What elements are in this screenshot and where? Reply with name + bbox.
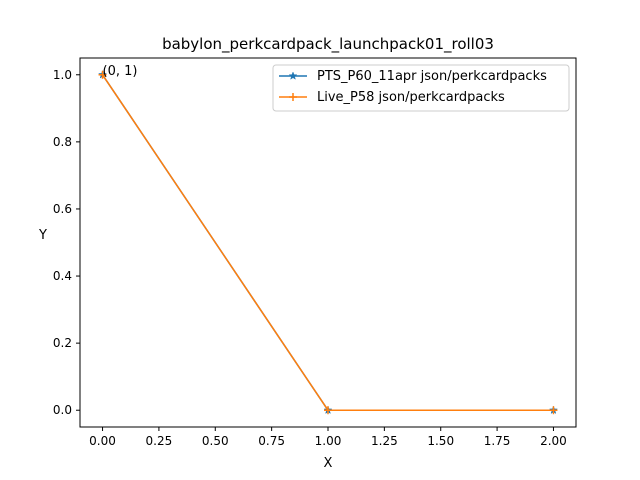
legend-entry: Live_P58 json/perkcardpacks <box>279 90 505 105</box>
chart-title: babylon_perkcardpack_launchpack01_roll03 <box>162 35 494 54</box>
series-2 <box>98 70 558 415</box>
data-point <box>98 70 107 79</box>
y-axis-ticks: 0.0 0.2 0.4 0.6 0.8 1.0 <box>53 68 80 417</box>
annotations: (0, 1) <box>103 64 138 79</box>
x-tick-label: 1.25 <box>371 434 398 448</box>
legend-label: PTS_P60_11apr json/perkcardpacks <box>317 69 547 84</box>
legend: PTS_P60_11apr json/perkcardpacks Live_P58… <box>272 64 570 112</box>
data-point <box>549 406 558 415</box>
x-tick-label: 1.75 <box>484 434 511 448</box>
x-tick-label: 0.75 <box>258 434 285 448</box>
plot-frame <box>79 57 577 428</box>
y-tick-label: 0.2 <box>53 336 72 350</box>
y-axis-label: Y <box>38 228 47 243</box>
y-tick-label: 0.6 <box>53 202 72 216</box>
legend-box <box>272 64 570 112</box>
plot-series <box>98 70 558 415</box>
point-annotation: (0, 1) <box>103 64 138 79</box>
x-axis-ticks: 0.00 0.25 0.50 0.75 1.00 1.25 1.50 1.75 2.00 <box>89 427 567 448</box>
y-tick-label: 0.4 <box>53 269 72 283</box>
x-tick-label: 2.00 <box>540 434 567 448</box>
legend-entry: PTS_P60_11apr json/perkcardpacks <box>279 69 547 84</box>
legend-label: Live_P58 json/perkcardpacks <box>317 90 505 105</box>
y-tick-label: 0.0 <box>53 403 72 417</box>
data-point <box>324 406 332 415</box>
x-tick-label: 0.25 <box>146 434 173 448</box>
x-axis-label: X <box>324 456 333 471</box>
y-tick-label: 1.0 <box>53 68 72 82</box>
x-tick-label: 1.00 <box>315 434 342 448</box>
y-tick-label: 0.8 <box>53 135 72 149</box>
x-tick-label: 1.50 <box>427 434 454 448</box>
legend-marker <box>289 93 297 101</box>
legend-marker <box>288 71 298 80</box>
x-tick-label: 0.00 <box>89 434 116 448</box>
x-tick-label: 0.50 <box>202 434 229 448</box>
